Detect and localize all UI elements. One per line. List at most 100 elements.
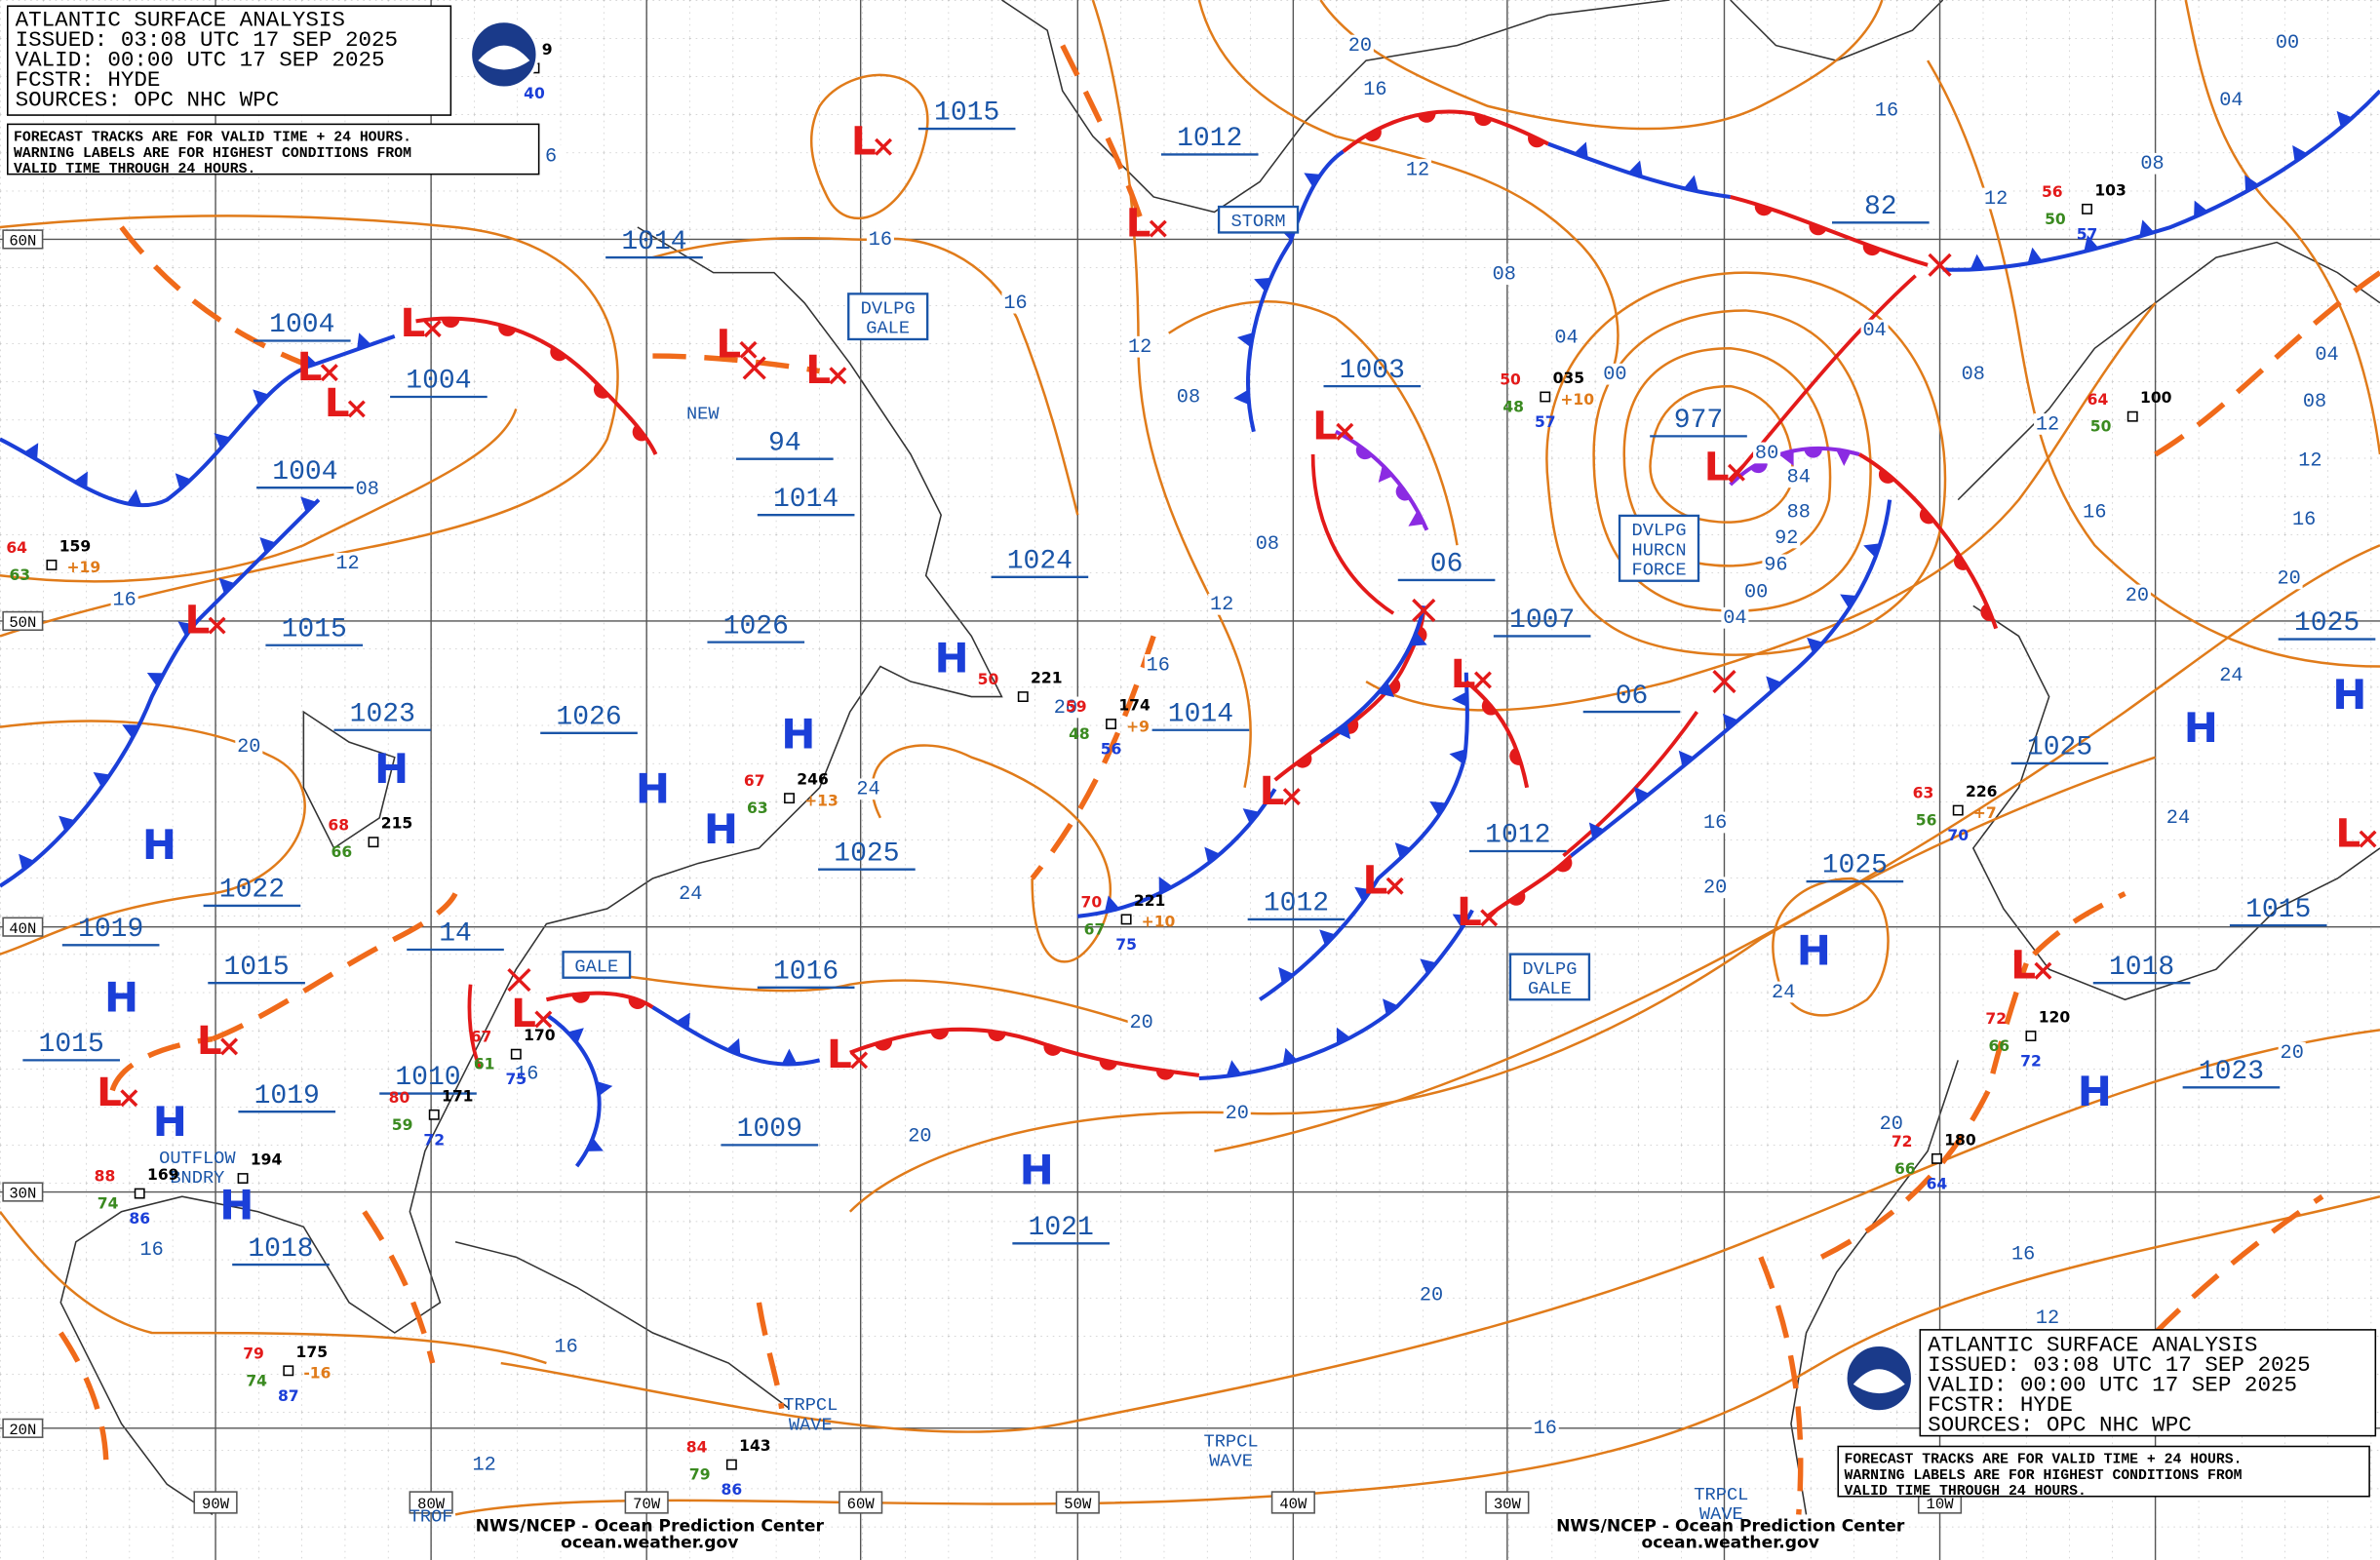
low-x bbox=[220, 1037, 239, 1056]
station-pres: 221 bbox=[1031, 670, 1062, 687]
low-x bbox=[120, 1089, 138, 1108]
isobar-label-bg bbox=[1174, 386, 1202, 408]
isobar-label-bg bbox=[1784, 466, 1813, 488]
warning-tag: WAVE bbox=[789, 1414, 833, 1435]
low-x bbox=[850, 1051, 869, 1070]
pressure-label: 1021 bbox=[1029, 1213, 1094, 1243]
warning-tag: WAVE bbox=[1699, 1503, 1743, 1525]
cold-front bbox=[1198, 909, 1474, 1081]
front-semicircle bbox=[1878, 468, 1895, 484]
isobar bbox=[1319, 0, 1884, 131]
isobar-label-bg bbox=[235, 735, 263, 758]
station-sst: 72 bbox=[423, 1131, 445, 1149]
warning-box bbox=[1508, 953, 1591, 1001]
isobar-label: 20 bbox=[1130, 1012, 1153, 1034]
low-center: L bbox=[851, 117, 877, 164]
low-x bbox=[829, 367, 847, 385]
front-triangle bbox=[259, 537, 276, 554]
footer-url: ocean.weather.gov bbox=[561, 1534, 738, 1553]
station bbox=[2025, 1031, 2037, 1041]
warm-front bbox=[415, 316, 658, 455]
warning-box bbox=[1618, 514, 1700, 582]
header-line: FCSTR: HYDE bbox=[1928, 1392, 2073, 1418]
trough bbox=[652, 353, 821, 374]
lon-label: 80W bbox=[417, 1496, 446, 1513]
warning-tag: BNDRY bbox=[170, 1167, 224, 1189]
lon-label: 70W bbox=[633, 1496, 661, 1513]
station-pres: 221 bbox=[1134, 892, 1165, 910]
isobar-label-bg bbox=[470, 1454, 498, 1476]
low-center: L bbox=[1457, 888, 1482, 935]
station-dew: 48 bbox=[1502, 399, 1524, 416]
isobar-label: 08 bbox=[1962, 364, 1985, 386]
pressure-label: 1015 bbox=[39, 1030, 104, 1060]
low-x bbox=[875, 137, 893, 156]
trough bbox=[119, 225, 305, 367]
isobar-label: 12 bbox=[2298, 450, 2321, 473]
front-triangle bbox=[146, 672, 165, 687]
header-box bbox=[1919, 1329, 2377, 1437]
isobar-label: 96 bbox=[1764, 555, 1787, 577]
station bbox=[1120, 914, 1132, 925]
front-semicircle bbox=[632, 424, 647, 442]
pressure-label: 1015 bbox=[934, 98, 999, 129]
front-semicircle bbox=[550, 346, 567, 362]
pressure-label: 06 bbox=[1430, 550, 1463, 580]
isobar bbox=[0, 1210, 547, 1365]
station-temp: 79 bbox=[243, 1345, 264, 1362]
front-semicircle bbox=[1809, 222, 1827, 236]
pressure-label: 1004 bbox=[269, 310, 334, 340]
low-center: L bbox=[401, 299, 426, 346]
trough bbox=[756, 1302, 785, 1410]
front-triangle bbox=[302, 352, 317, 370]
forecast-x bbox=[742, 356, 766, 380]
cold-front bbox=[1547, 141, 1731, 199]
forecast-x bbox=[1412, 598, 1436, 623]
front-semicircle bbox=[930, 1030, 950, 1040]
forecast-x bbox=[507, 967, 531, 993]
station bbox=[46, 559, 58, 570]
isobars bbox=[0, 0, 2380, 1516]
cold-front bbox=[1077, 788, 1277, 918]
front-triangle bbox=[1627, 160, 1643, 177]
front-semicircle bbox=[571, 993, 591, 1003]
isobar-label-bg bbox=[2217, 664, 2245, 686]
low-center: L bbox=[197, 1017, 222, 1064]
pressure-label: 06 bbox=[1616, 682, 1649, 712]
low-x bbox=[2359, 830, 2377, 848]
isobar-label-bg bbox=[537, 145, 566, 167]
station bbox=[428, 1109, 440, 1120]
cold-front bbox=[0, 333, 396, 508]
header-bottom bbox=[1837, 1329, 2377, 1498]
station-pres: 170 bbox=[524, 1027, 556, 1044]
station-temp: 88 bbox=[95, 1168, 116, 1186]
front-triangle bbox=[1226, 1060, 1242, 1076]
header-line: ISSUED: 03:08 UTC 17 SEP 2025 bbox=[1928, 1352, 2311, 1378]
warning-tag: TRPCL bbox=[783, 1394, 838, 1416]
warning-tag: NEW bbox=[686, 404, 720, 425]
isobar-label: 16 bbox=[1363, 79, 1386, 101]
station-pres: 246 bbox=[797, 771, 828, 789]
warning-tag: DVLPG bbox=[861, 298, 916, 320]
isobar-label-bg bbox=[1873, 99, 1901, 122]
warning-tag: DVLPG bbox=[1522, 958, 1577, 980]
isobar-label-bg bbox=[906, 1125, 934, 1147]
pressure-label: 1019 bbox=[78, 915, 143, 945]
front-semicircle bbox=[1364, 128, 1382, 141]
low-center: L bbox=[827, 1031, 852, 1077]
isobar-label: 24 bbox=[856, 779, 879, 801]
lat-label-box bbox=[2, 1182, 44, 1202]
pressure-label: 1023 bbox=[350, 699, 415, 729]
pressure-label: 1012 bbox=[1177, 124, 1242, 154]
front-triangle bbox=[1104, 895, 1120, 913]
front-semicircle bbox=[1804, 448, 1823, 458]
front-triangle bbox=[1678, 750, 1695, 767]
isobar-label-bg bbox=[1490, 263, 1518, 286]
front-triangle bbox=[300, 496, 317, 513]
isobar-label-bg bbox=[2164, 806, 2192, 829]
front-triangle bbox=[1863, 543, 1881, 558]
pressure-label: 1015 bbox=[2245, 895, 2311, 925]
station-dew: 56 bbox=[1916, 812, 1937, 830]
low-x bbox=[1473, 671, 1492, 689]
pressure-label: 1012 bbox=[1485, 821, 1550, 851]
